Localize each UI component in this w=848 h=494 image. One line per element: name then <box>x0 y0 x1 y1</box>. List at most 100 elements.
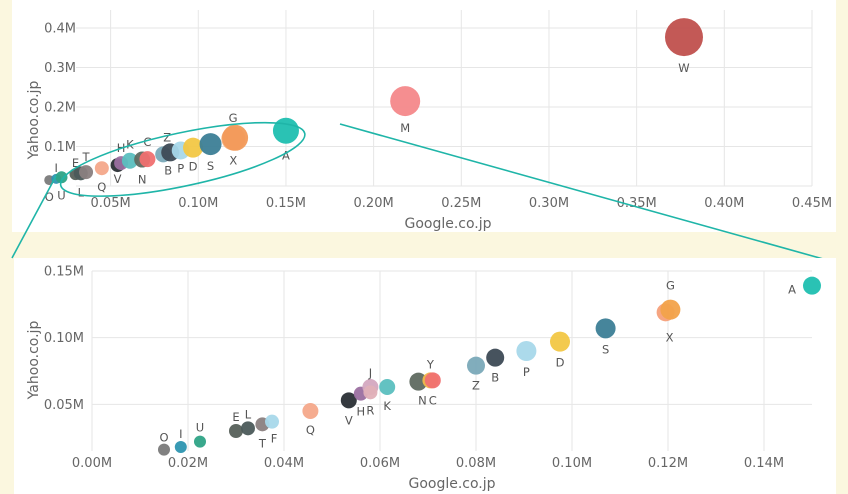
zoomed-point-label: G <box>666 279 675 293</box>
zoomed-point-label: P <box>523 365 530 379</box>
overview-point-a[interactable] <box>272 117 299 144</box>
overview-point-label: A <box>282 149 290 163</box>
zoomed-x-tick-label: 0.12M <box>648 456 688 471</box>
overview-y-axis-title: Yahoo.co.jp <box>26 81 42 161</box>
overview-point-label: T <box>82 150 91 164</box>
zoomed-point-label: Y <box>426 357 435 371</box>
zoomed-point-label: J <box>368 366 372 380</box>
overview-x-tick-label: 0.35M <box>617 196 657 211</box>
zoomed-point-d[interactable] <box>550 331 570 352</box>
zoomed-point-r[interactable] <box>363 385 378 400</box>
zoomed-x-tick-label: 0.14M <box>744 456 784 471</box>
overview-scatter-chart: 0.05M 0.10M 0.15M 0.20M 0.25M 0.30M 0.35M 0.40M… <box>12 0 836 232</box>
zoomed-point-label: K <box>383 399 391 413</box>
zoomed-point-v[interactable] <box>340 392 357 409</box>
overview-point-label: U <box>57 188 65 202</box>
zoomed-point-label: O <box>159 431 168 445</box>
overview-x-tick-label: 0.45M <box>792 196 832 211</box>
zoomed-point-label: Q <box>306 423 315 437</box>
overview-y-tick-label: 0.1M <box>44 140 76 155</box>
zoom-region-ellipse <box>59 121 306 197</box>
overview-y-tick-label: 0.3M <box>44 61 76 76</box>
overview-point-label: W <box>678 61 689 75</box>
overview-point-q[interactable] <box>94 161 109 176</box>
overview-point-label: C <box>143 135 151 149</box>
zoomed-scatter-chart: 0.00M 0.02M 0.04M 0.06M 0.08M 0.10M 0.12M 0.14M… <box>14 258 836 494</box>
overview-point-t[interactable] <box>79 165 94 180</box>
zoomed-x-tick-label: 0.10M <box>552 456 592 471</box>
zoomed-point-o[interactable] <box>158 443 170 456</box>
zoomed-point-s[interactable] <box>595 318 616 339</box>
overview-point-label: S <box>207 159 214 173</box>
overview-point-label: N <box>138 173 147 187</box>
overview-point-label: L <box>78 185 85 199</box>
overview-point-c[interactable] <box>139 151 156 168</box>
zoomed-point-f[interactable] <box>265 414 279 429</box>
zoomed-point-n[interactable] <box>409 372 428 391</box>
zoom-connector-right <box>339 123 835 263</box>
zoomed-point-p[interactable] <box>516 341 537 361</box>
overview-y-tick-label: 0.4M <box>44 22 76 37</box>
zoomed-point-c[interactable] <box>424 372 441 389</box>
zoomed-point-label: A <box>788 283 796 297</box>
zoomed-point-label: N <box>418 394 427 408</box>
zoomed-point-label: I <box>179 427 182 441</box>
zoomed-point-q[interactable] <box>302 403 319 419</box>
zoom-connector-left <box>11 175 57 259</box>
overview-point-label: I <box>55 161 58 175</box>
overview-point-label: O <box>45 190 54 204</box>
overview-point-label: X <box>229 154 237 168</box>
zoomed-x-tick-label: 0.02M <box>168 456 208 471</box>
zoomed-point-label: T <box>258 436 267 450</box>
zoomed-point-label: Z <box>472 379 480 393</box>
overview-point-m[interactable] <box>390 86 421 117</box>
zoomed-point-u[interactable] <box>194 435 206 448</box>
zoomed-point-z[interactable] <box>467 356 485 375</box>
overview-y-tick-label: 0.2M <box>44 101 76 116</box>
zoomed-point-label: B <box>491 371 499 385</box>
overview-x-tick-label: 0.20M <box>354 196 394 211</box>
overview-point-label: Q <box>97 180 106 194</box>
zoomed-point-a[interactable] <box>803 276 821 295</box>
overview-point-k[interactable] <box>121 152 138 169</box>
zoomed-point-g[interactable] <box>660 299 681 320</box>
overview-x-tick-label: 0.40M <box>704 196 744 211</box>
zoomed-point-b[interactable] <box>486 348 505 367</box>
overview-point-label: G <box>229 111 238 125</box>
zoomed-point-k[interactable] <box>379 379 396 395</box>
overview-point-label: P <box>177 161 184 175</box>
overview-point-s[interactable] <box>199 133 222 156</box>
zoomed-y-tick-label: 0.10M <box>44 331 84 346</box>
zoomed-point-label: X <box>666 330 674 344</box>
overview-point-label: Z <box>163 130 171 144</box>
overview-point-u[interactable] <box>55 171 68 184</box>
overview-x-tick-label: 0.10M <box>178 196 218 211</box>
zoomed-x-axis-title: Google.co.jp <box>408 476 495 492</box>
overview-x-tick-label: 0.05M <box>91 196 131 211</box>
overview-point-w[interactable] <box>664 18 703 57</box>
zoomed-point-i[interactable] <box>174 441 187 453</box>
zoomed-point-label: S <box>602 342 609 356</box>
overview-point-label: M <box>400 121 410 135</box>
zoomed-point-label: C <box>429 393 437 407</box>
overview-x-tick-label: 0.15M <box>266 196 306 211</box>
zoomed-point-label: F <box>271 432 278 446</box>
overview-point-label: E <box>72 156 79 170</box>
overview-x-axis-title: Google.co.jp <box>404 216 491 232</box>
zoomed-point-label: E <box>232 410 239 424</box>
zoomed-x-tick-label: 0.06M <box>360 456 400 471</box>
zoomed-point-label: L <box>245 407 252 421</box>
zoomed-point-label: V <box>345 413 353 427</box>
zoomed-x-tick-label: 0.08M <box>456 456 496 471</box>
overview-point-label: B <box>164 163 172 177</box>
zoomed-point-e[interactable] <box>229 424 243 438</box>
overview-point-label: V <box>114 172 122 186</box>
overview-x-tick-label: 0.25M <box>441 196 481 211</box>
zoomed-y-tick-label: 0.15M <box>44 265 84 280</box>
zoomed-point-l[interactable] <box>241 421 255 436</box>
zoom-connectors <box>11 123 835 263</box>
overview-point-g[interactable] <box>222 124 249 151</box>
overview-point-d[interactable] <box>183 137 204 158</box>
zoomed-point-label: H <box>356 405 365 419</box>
